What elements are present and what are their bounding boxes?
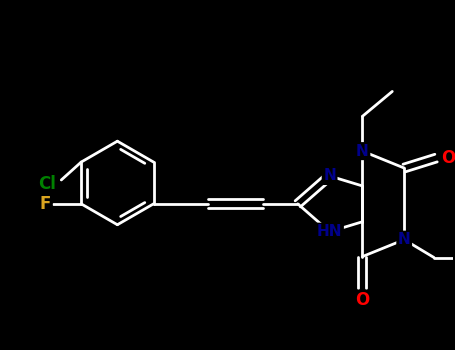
Text: HN: HN xyxy=(317,224,342,239)
Text: N: N xyxy=(398,232,410,247)
Text: O: O xyxy=(441,149,455,167)
Text: Cl: Cl xyxy=(38,175,56,193)
Text: F: F xyxy=(40,195,51,213)
Text: N: N xyxy=(356,144,369,159)
Text: O: O xyxy=(355,291,369,309)
Text: N: N xyxy=(323,168,336,183)
